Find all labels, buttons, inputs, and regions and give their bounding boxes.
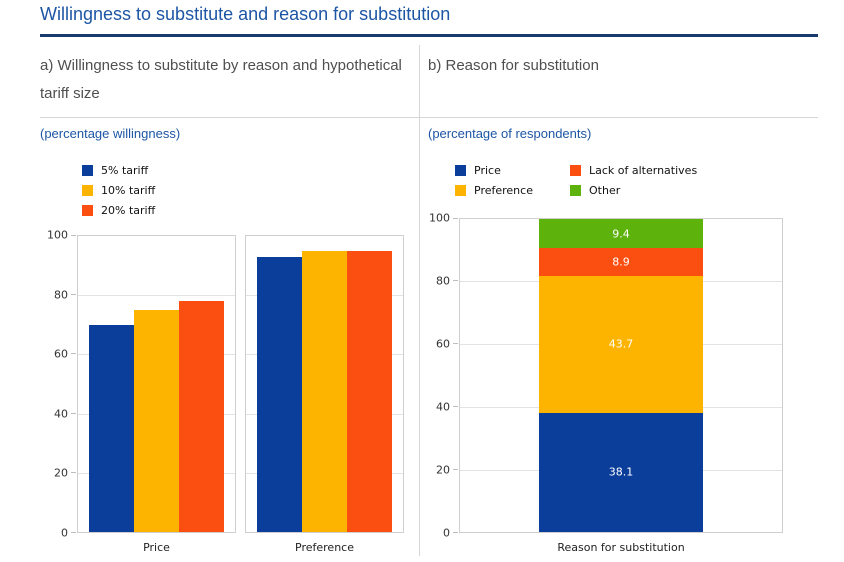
bar-5-tariff-price <box>89 324 134 532</box>
legend-reason: Price Preference Lack of alternatives Other <box>455 160 697 200</box>
y-axis-tick <box>453 532 458 533</box>
legend-label: 10% tariff <box>101 183 156 197</box>
legend-swatch-5-tariff <box>82 164 93 176</box>
legend-item-5-tariff: 5% tariff <box>82 160 155 180</box>
segment-lack-of-alternatives <box>539 248 703 276</box>
segment-value-label-preference: 43.7 <box>608 337 634 351</box>
legend-label: Lack of alternatives <box>589 163 698 177</box>
y-axis-tick <box>71 293 76 295</box>
y-axis-tick-label: 20 <box>54 466 68 480</box>
legend-label: Price <box>474 163 501 177</box>
legend-label: Other <box>589 183 621 197</box>
chart-reason-for-substitution: 0 20 40 60 80 100 38.1 43.7 8.9 9.4 Reason for sub… <box>429 212 783 554</box>
legend-swatch-10-tariff <box>82 184 93 196</box>
panel-b-header: b) Reason for substitution <box>428 57 599 74</box>
bar-10-tariff-price <box>134 310 179 532</box>
category-panel-preference <box>245 235 404 533</box>
y-axis-tick <box>453 280 458 281</box>
y-axis-tick <box>71 412 76 414</box>
title-underline <box>40 34 818 37</box>
y-axis-tick <box>453 406 458 407</box>
panel-divider <box>419 45 420 556</box>
segment-preference <box>539 275 703 413</box>
y-axis-tick-label: 80 <box>54 288 68 302</box>
y-axis-tick-label: 40 <box>54 407 68 421</box>
legend-item-price: Price <box>455 160 570 180</box>
segment-price <box>539 412 703 532</box>
y-axis-tick-label: 40 <box>436 400 450 414</box>
bar-10-tariff-preference <box>302 250 347 532</box>
page-title: Willingness to substitute and reason for… <box>40 4 451 24</box>
legend-willingness: 5% tariff 10% tariff 20% tariff <box>82 160 155 220</box>
panel-b-subtitle: (percentage of respondents) <box>428 126 592 141</box>
y-axis-tick-label: 80 <box>436 274 450 288</box>
legend-item-20-tariff: 20% tariff <box>82 200 155 220</box>
legend-item-preference: Preference <box>455 180 570 200</box>
legend-label: Preference <box>474 183 533 197</box>
panel-a-subtitle: (percentage willingness) <box>40 126 181 141</box>
gridline-y-80 <box>78 294 235 296</box>
y-axis-tick-label: 0 <box>443 526 450 540</box>
y-axis-tick <box>71 472 76 474</box>
chart-willingness-by-tariff: 0 20 40 60 80 100 Price Preference <box>47 229 404 554</box>
legend-item-10-tariff: 10% tariff <box>82 180 155 200</box>
y-axis-tick-label: 100 <box>47 228 68 242</box>
header-divider <box>40 117 818 118</box>
bar-20-tariff-preference <box>347 250 392 532</box>
legend-swatch-20-tariff <box>82 204 93 216</box>
legend-swatch-price <box>455 164 466 176</box>
y-axis-tick <box>453 218 458 219</box>
legend-label: 5% tariff <box>101 163 149 177</box>
y-axis-tick <box>71 353 76 355</box>
category-panel-reason-for-substitution: 38.1 43.7 8.9 9.4 <box>459 218 783 533</box>
legend-swatch-preference <box>455 184 466 196</box>
x-axis-category-label: Reason for substitution <box>557 541 685 554</box>
legend-item-lack-of-alternatives: Lack of alternatives <box>570 160 697 180</box>
bar-20-tariff-price <box>179 301 224 532</box>
segment-value-label-price: 38.1 <box>608 465 634 479</box>
y-axis-tick-label: 0 <box>61 526 68 540</box>
y-axis-tick <box>71 235 76 236</box>
bar-5-tariff-preference <box>257 256 302 532</box>
legend-label: 20% tariff <box>101 203 156 217</box>
y-axis-tick-label: 100 <box>429 211 450 225</box>
y-axis-tick-label: 60 <box>54 347 68 361</box>
segment-value-label-other: 9.4 <box>612 227 630 241</box>
x-axis-category-label: Preference <box>295 541 354 554</box>
y-axis-tick <box>71 532 76 533</box>
y-axis-tick <box>453 343 458 344</box>
y-axis-tick-label: 20 <box>436 463 450 477</box>
legend-swatch-lack-of-alternatives <box>570 164 581 176</box>
legend-item-other: Other <box>570 180 685 200</box>
panel-a-header: a) Willingness to substitute by reason a… <box>40 57 402 102</box>
x-axis-category-label: Price <box>143 541 170 554</box>
legend-swatch-other <box>570 184 581 196</box>
segment-other <box>539 219 703 249</box>
y-axis-tick-label: 60 <box>436 337 450 351</box>
category-panel-price <box>77 235 236 533</box>
segment-value-label-lack-of-alternatives: 8.9 <box>612 255 630 269</box>
y-axis-tick <box>453 469 458 470</box>
